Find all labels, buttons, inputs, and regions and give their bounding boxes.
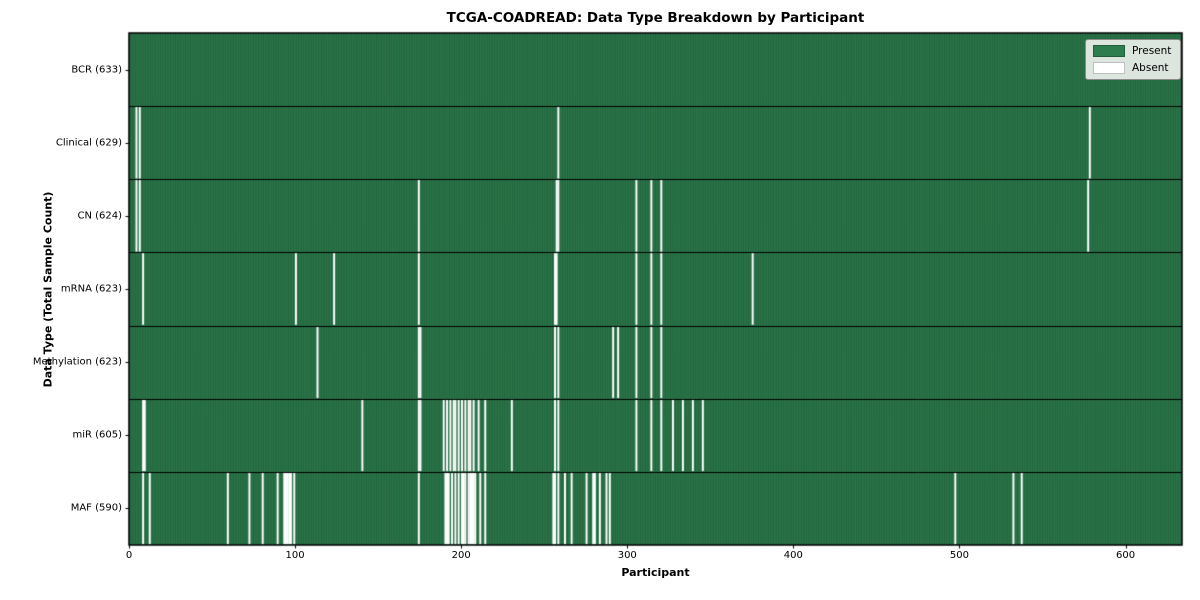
x-tick-label: 200 — [451, 550, 471, 561]
x-tick-label: 500 — [949, 550, 969, 561]
y-tick-label: miR (605) — [72, 429, 122, 441]
y-tick-label: Clinical (629) — [55, 137, 122, 149]
y-tick-label: BCR (633) — [71, 64, 122, 76]
x-tick-label: 400 — [783, 550, 803, 561]
legend-item-absent: Absent — [1093, 62, 1171, 74]
x-axis-title: Participant — [621, 566, 690, 579]
x-tick-label: 600 — [1115, 550, 1136, 561]
y-tick-label: CN (624) — [77, 210, 122, 222]
legend-label-absent: Absent — [1132, 62, 1169, 74]
y-tick-label: MAF (590) — [70, 502, 122, 514]
absent-swatch-icon — [1093, 62, 1125, 74]
legend-item-present: Present — [1093, 45, 1171, 57]
y-tick-label: Methylation (623) — [32, 356, 122, 368]
x-tick-label: 100 — [285, 550, 305, 561]
legend: Present Absent — [1085, 39, 1182, 80]
chart-title: TCGA-COADREAD: Data Type Breakdown by Pa… — [446, 10, 865, 26]
x-tick-label: 300 — [617, 550, 637, 561]
x-tick-label: 0 — [125, 550, 133, 561]
legend-label-present: Present — [1132, 45, 1172, 57]
y-tick-label: mRNA (623) — [60, 283, 122, 295]
present-swatch-icon — [1093, 45, 1125, 57]
